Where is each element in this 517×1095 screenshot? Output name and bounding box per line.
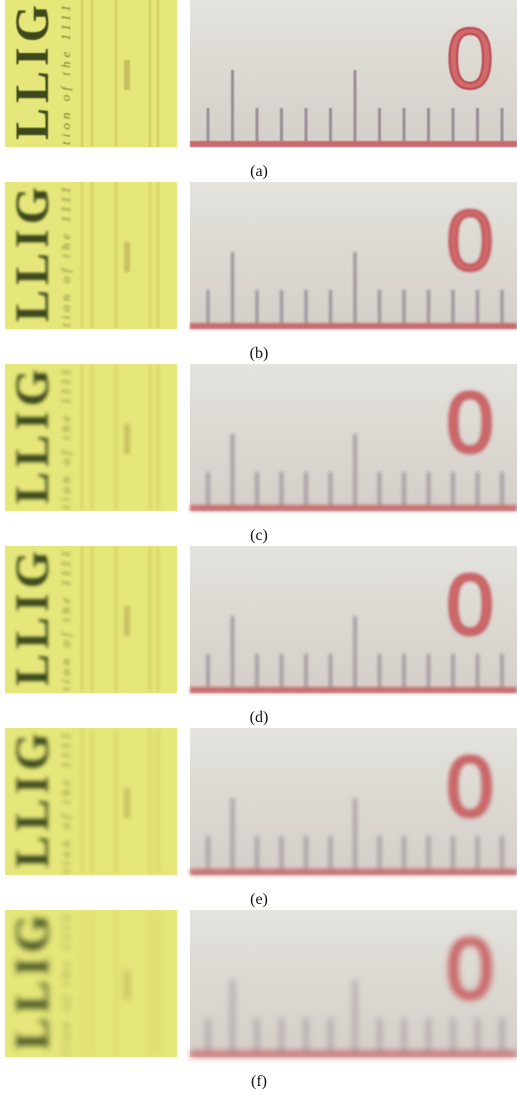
- ruler-edge: [190, 869, 517, 875]
- ruler-digit: 0: [446, 921, 494, 1017]
- ruler-digit: 0: [446, 193, 494, 289]
- book-mark: [124, 606, 130, 636]
- book-subtitle: tion of the 1111: [58, 5, 73, 145]
- book-subtitle: tion of the 1111: [58, 733, 73, 873]
- ruler-edge: [190, 141, 517, 147]
- panel-label: (f): [251, 1073, 267, 1090]
- book-title: LLIG: [6, 915, 59, 1050]
- ruler-digit: 0: [446, 739, 494, 835]
- book-subtitle: tion of the 1111: [58, 551, 73, 691]
- panel-label: (e): [250, 891, 268, 908]
- book-mark: [124, 788, 130, 818]
- ruler-edge: [190, 687, 517, 693]
- book-title: LLIG: [6, 187, 59, 322]
- book-subtitle: tion of the 1111: [58, 187, 73, 327]
- book-mark: [124, 60, 130, 90]
- book-title: LLIG: [6, 369, 59, 504]
- book-subtitle: tion of the 1111: [58, 915, 73, 1055]
- panel-label: (b): [250, 345, 269, 362]
- ruler-edge: [190, 323, 517, 329]
- figure: LLIGtion of the 11110(a)LLIGtion of the …: [0, 0, 517, 1095]
- panel-label: (d): [250, 709, 269, 726]
- book-mark: [124, 424, 130, 454]
- book-title: LLIG: [6, 5, 59, 140]
- ruler-edge: [190, 1051, 517, 1057]
- ruler-edge: [190, 505, 517, 511]
- ruler-digit: 0: [446, 557, 494, 653]
- panel-label: (c): [250, 527, 268, 544]
- ruler-digit: 0: [446, 375, 494, 471]
- book-subtitle: tion of the 1111: [58, 369, 73, 509]
- ruler-digit: 0: [446, 11, 494, 107]
- book-title: LLIG: [6, 733, 59, 868]
- book-title: LLIG: [6, 551, 59, 686]
- panel-label: (a): [250, 163, 268, 180]
- book-mark: [124, 970, 130, 1000]
- book-mark: [124, 242, 130, 272]
